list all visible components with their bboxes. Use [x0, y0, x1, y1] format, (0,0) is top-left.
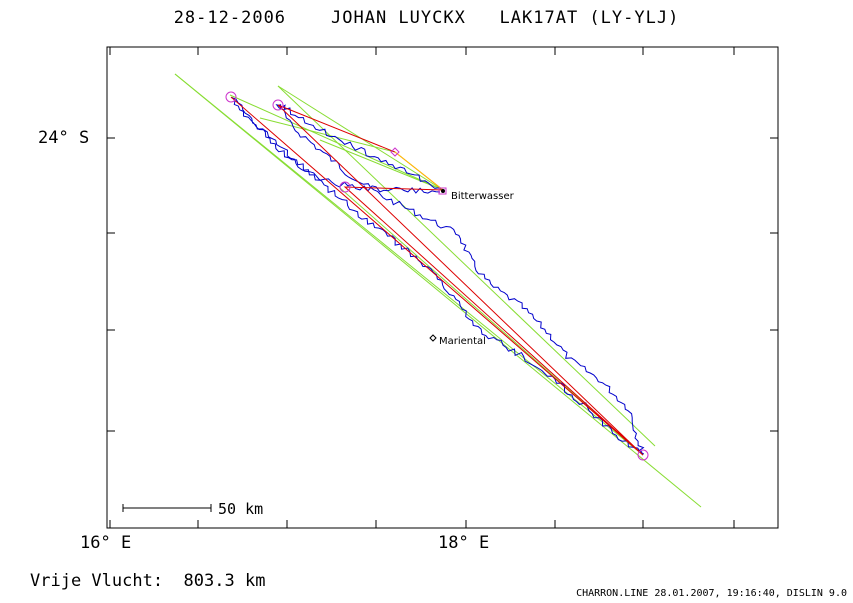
start-square-icon	[438, 187, 447, 195]
footer-info: CHARRON.LINE 28.01.2007, 19:16:40, DISLI…	[576, 588, 847, 599]
flight-track-leg	[231, 97, 645, 455]
bitterwasser-point-icon	[441, 189, 445, 193]
longitude-label-18: 18° E	[438, 533, 490, 553]
place-label-mariental: Mariental	[439, 336, 486, 347]
free-flight-label: Vrije Vlucht:	[30, 571, 164, 591]
turnpoint-icon	[225, 91, 237, 103]
sector-line	[174, 73, 644, 456]
turnpoint-diamond-icon	[390, 147, 400, 157]
turnpoint-icon	[339, 181, 351, 193]
free-flight-distance: 803.3 km	[183, 571, 266, 591]
longitude-label-16: 16° E	[80, 533, 132, 553]
turnpoint-icon	[272, 99, 284, 111]
latitude-label: 24° S	[38, 128, 90, 148]
map-frame	[106, 46, 779, 529]
sector-line	[277, 85, 656, 447]
turnpoint-icon	[637, 449, 649, 461]
pilot-name: JOHAN LUYCKX	[331, 8, 466, 28]
sector-line	[229, 94, 444, 191]
flight-track-leg	[275, 104, 645, 456]
glider-id: LAK17AT (LY-YLJ)	[499, 8, 680, 28]
sector-line	[319, 139, 444, 191]
task-route	[230, 96, 644, 456]
final-glide-line	[394, 151, 444, 191]
free-flight-summary: Vrije Vlucht: 803.3 km	[30, 571, 265, 591]
scale-bar-label: 50 km	[218, 500, 264, 518]
flight-date: 28-12-2006	[173, 8, 287, 28]
sector-line	[259, 117, 396, 153]
mariental-point-icon	[429, 334, 437, 342]
flight-title: 28-12-2006 JOHAN LUYCKX LAK17AT (LY-YLJ)	[0, 8, 853, 28]
sector-line	[174, 73, 702, 508]
place-label-bitterwasser: Bitterwasser	[451, 191, 514, 202]
